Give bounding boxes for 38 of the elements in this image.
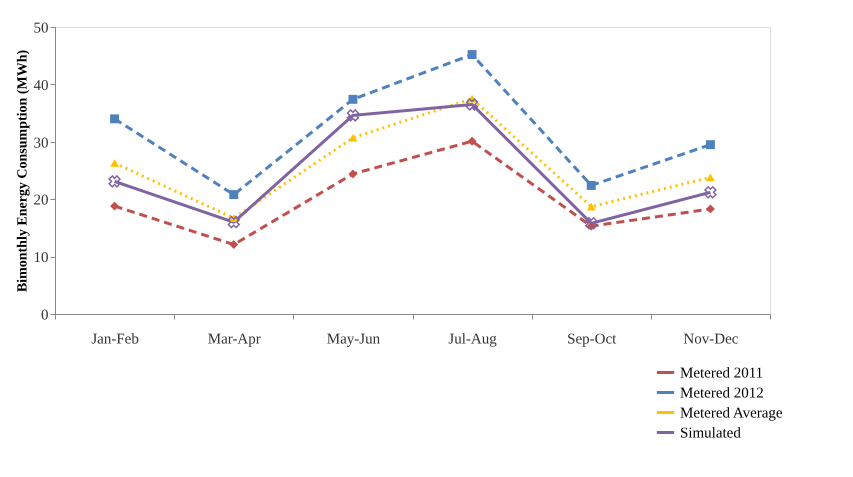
- point: [706, 174, 715, 182]
- point: [706, 140, 715, 150]
- legend-label: Metered 2011: [680, 366, 764, 382]
- y-tick-label: 0: [41, 308, 48, 324]
- point: [585, 217, 598, 230]
- x-tick-label: Mar-Apr: [208, 332, 261, 348]
- point: [110, 202, 120, 211]
- point: [108, 175, 121, 188]
- x-tick-label: May-Jun: [326, 332, 381, 348]
- point: [346, 109, 360, 122]
- x-tick-label: Sep-Oct: [567, 332, 618, 348]
- point: [110, 159, 120, 167]
- point: [468, 50, 477, 60]
- point: [704, 186, 717, 198]
- y-axis-title: Bimonthly Energy Consumption (MWh): [16, 50, 30, 292]
- x-tick-label: Jul-Aug: [448, 332, 498, 348]
- y-tick-label: 30: [34, 135, 48, 152]
- point: [348, 169, 358, 178]
- y-tick-label: 20: [34, 192, 48, 209]
- x-tick-label: Jan-Feb: [91, 332, 139, 348]
- legend-label: Simulated: [680, 426, 742, 442]
- y-tick-label: 40: [34, 78, 48, 94]
- point: [348, 134, 358, 142]
- point: [229, 190, 238, 200]
- point: [229, 240, 238, 250]
- y-tick-label: 10: [34, 250, 48, 266]
- point: [586, 180, 596, 190]
- point: [586, 202, 596, 211]
- legend-label: Metered Average: [680, 406, 783, 422]
- point: [466, 98, 478, 111]
- point: [468, 136, 477, 146]
- x-tick-label: Nov-Dec: [683, 332, 739, 348]
- point: [706, 204, 715, 214]
- point: [228, 216, 240, 228]
- y-tick-label: 50: [34, 20, 48, 36]
- legend-label: Metered 2012: [680, 386, 764, 402]
- point: [110, 114, 120, 124]
- point: [348, 94, 358, 104]
